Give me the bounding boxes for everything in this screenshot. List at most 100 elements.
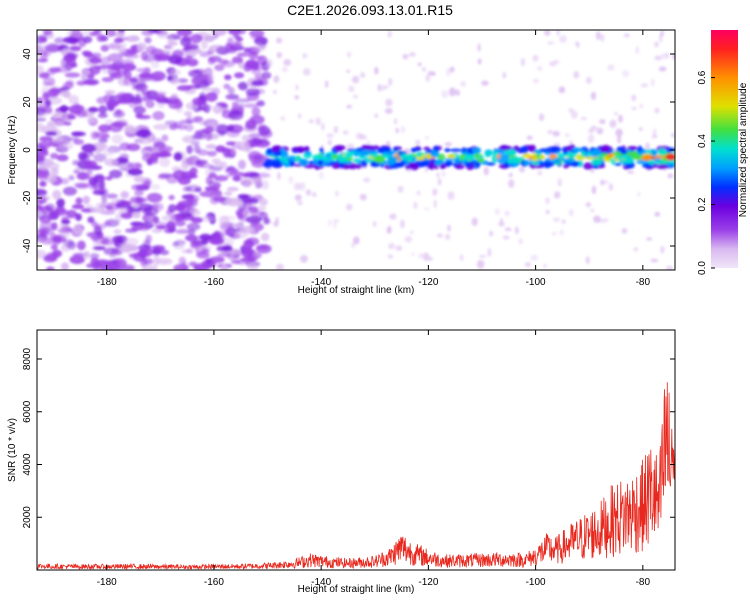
spectrogram-noise-blob xyxy=(257,126,265,132)
spectrogram-noise-blob xyxy=(263,217,270,225)
spectrogram-signal-blob xyxy=(360,149,372,154)
spectrogram-signal-blob xyxy=(641,154,652,161)
spectrogram-noise-blob xyxy=(98,137,108,144)
spectrogram-noise-blob xyxy=(102,261,114,267)
spectrogram-noise-blob xyxy=(43,254,58,263)
spectrogram-noise-blob xyxy=(633,246,639,252)
spectrogram-noise-blob xyxy=(89,31,99,37)
spectrogram-noise-blob xyxy=(43,77,56,86)
spectrogram-noise-blob xyxy=(593,215,601,223)
spectrogram-noise-blob xyxy=(60,262,70,270)
spectrogram-noise-blob xyxy=(94,173,104,179)
spectrogram-noise-blob xyxy=(276,263,285,270)
spectrogram-noise-blob xyxy=(671,132,675,138)
spectrogram-noise-blob xyxy=(82,195,91,205)
spectrogram-noise-blob xyxy=(520,57,526,67)
spectrogram-noise-blob xyxy=(385,98,393,107)
spectrogram-noise-blob xyxy=(387,30,392,38)
spectrogram-noise-blob xyxy=(47,88,61,96)
spectrogram-noise-blob xyxy=(46,33,55,39)
spectrogram-noise-blob xyxy=(103,220,112,227)
spectrogram-noise-blob xyxy=(537,170,543,176)
spectrogram-noise-blob xyxy=(186,145,193,155)
spectrogram-noise-blob xyxy=(56,154,69,162)
spectrogram-noise-blob xyxy=(261,180,269,190)
spectrogram-signal-blob xyxy=(353,158,360,163)
spectrogram-noise-blob xyxy=(545,209,550,215)
spectrogram-noise-blob xyxy=(151,245,165,250)
spectrogram-signal-blob xyxy=(437,153,446,162)
spectrogram-noise-blob xyxy=(59,222,67,231)
spectrogram-noise-blob xyxy=(479,254,487,259)
spectrogram-noise-blob xyxy=(570,110,578,119)
spectrogram-noise-blob xyxy=(207,150,217,157)
spectrogram-noise-blob xyxy=(144,37,152,44)
spectrogram-noise-blob xyxy=(227,86,235,95)
spectrogram-x-ticks: -180 -160 -140 -120 -100 -80 xyxy=(97,30,650,288)
spectrogram-noise-blob xyxy=(208,190,223,200)
spectrogram-signal-blob xyxy=(623,157,634,164)
spectrogram-noise-blob xyxy=(184,45,198,51)
spectrogram-noise-blob xyxy=(206,72,215,82)
spectrogram-noise-blob xyxy=(194,81,210,88)
spectrogram-signal-blob xyxy=(654,154,666,159)
spectrogram-noise-blob xyxy=(161,215,176,222)
spectrogram-noise-blob xyxy=(47,120,63,128)
spectrogram-noise-blob xyxy=(552,130,560,137)
spectrogram-x-label: Height of straight line (km) xyxy=(298,285,415,296)
spectrogram-signal-blob xyxy=(364,158,376,163)
spectrogram-noise-blob xyxy=(384,107,393,114)
snr-y-tick-label: 2000 xyxy=(22,506,33,529)
spectrogram-noise-blob xyxy=(37,188,48,197)
spectrogram-noise-blob xyxy=(538,113,545,122)
spectrogram-noise-blob xyxy=(288,176,294,184)
spectrogram-noise-blob xyxy=(654,107,660,114)
spectrogram-noise-blob xyxy=(387,225,392,234)
spectrogram-noise-blob xyxy=(573,70,580,79)
spectrogram-noise-blob xyxy=(37,64,44,75)
spectrogram-noise-blob xyxy=(63,90,71,99)
spectrogram-noise-blob xyxy=(353,94,358,99)
spectrogram-signal-blob xyxy=(303,164,316,169)
spectrogram-noise-blob xyxy=(558,182,562,187)
spectrogram-noise-blob xyxy=(157,145,173,153)
spectrogram-noise-blob xyxy=(54,37,65,44)
spectrogram-noise-blob xyxy=(545,197,550,205)
spectrogram-noise-blob xyxy=(231,42,242,51)
spectrogram-noise-blob xyxy=(116,36,128,42)
spectrogram-noise-blob xyxy=(199,51,211,58)
spectrogram-noise-blob xyxy=(518,238,524,245)
spectrogram-noise-blob xyxy=(50,152,59,159)
spectrogram-noise-blob xyxy=(120,264,135,270)
spectrogram-noise-blob xyxy=(192,265,207,270)
spectrogram-noise-blob xyxy=(186,222,201,231)
spectrogram-noise-blob xyxy=(190,209,201,217)
spectrogram-noise-blob xyxy=(221,237,235,248)
spectrogram-signal-blob xyxy=(601,144,610,151)
spectrogram-signal-blob xyxy=(503,150,510,154)
spectrogram-noise-blob xyxy=(121,63,137,72)
spectrogram-noise-blob xyxy=(225,93,240,100)
spectrogram-y-tick-label: -40 xyxy=(22,238,33,253)
spectrogram-noise-blob xyxy=(60,219,71,224)
spectrogram-noise-blob xyxy=(348,85,355,93)
spectrogram-noise-blob xyxy=(476,259,485,269)
spectrogram-noise-blob xyxy=(524,262,532,268)
spectrogram-signal-blob xyxy=(531,157,539,162)
spectrogram-noise-blob xyxy=(64,72,81,78)
spectrogram-noise-blob xyxy=(585,76,592,85)
spectrogram-signal-blob xyxy=(484,150,493,156)
spectrogram-noise-blob xyxy=(69,30,85,38)
spectrogram-noise-blob xyxy=(650,78,655,87)
spectrogram-noise-blob xyxy=(437,178,442,186)
spectrogram-noise-blob xyxy=(295,84,299,91)
spectrogram-noise-blob xyxy=(103,93,114,102)
spectrogram-noise-blob xyxy=(141,153,154,162)
spectrogram-noise-blob xyxy=(374,113,379,119)
spectrogram-noise-blob xyxy=(346,69,351,73)
spectrogram-noise-blob xyxy=(216,245,229,252)
spectrogram-noise-blob xyxy=(431,72,437,76)
spectrogram-noise-blob xyxy=(387,242,396,250)
spectrogram-noise-blob xyxy=(155,48,164,57)
spectrogram-noise-blob xyxy=(76,240,86,251)
